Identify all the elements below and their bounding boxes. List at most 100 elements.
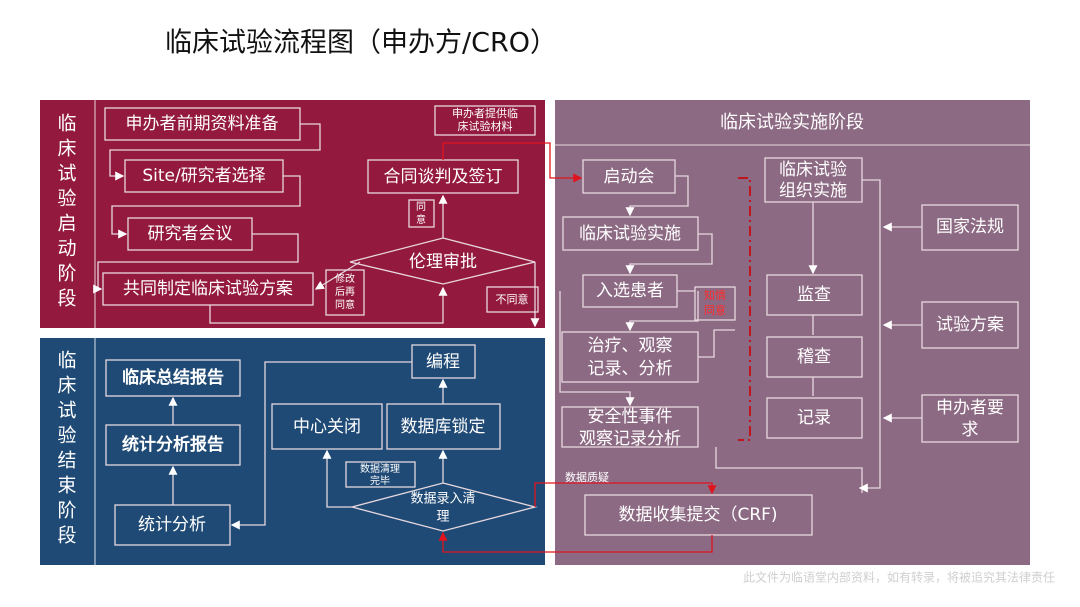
connector — [858, 179, 881, 493]
record-box — [766, 397, 863, 439]
monitoring-label: 监查 — [797, 285, 831, 305]
connector — [625, 175, 689, 217]
svg-text:床: 床 — [57, 138, 76, 160]
stats-label: 统计分析 — [138, 515, 206, 535]
programming-box — [411, 344, 476, 379]
revise-label: 同意 — [335, 298, 355, 311]
data-entry-label: 理 — [436, 510, 449, 525]
connector — [109, 123, 321, 181]
svg-text:验: 验 — [57, 188, 76, 210]
startup-stage-label: 临 床 试 验 启 动 阶 段 — [57, 113, 76, 310]
programming-label: 编程 — [426, 352, 460, 372]
treatment-box — [561, 331, 699, 383]
organize-label: 临床试验 — [779, 160, 847, 180]
data-entry-label: 数据录入清 — [410, 492, 475, 507]
svg-text:动: 动 — [57, 238, 76, 260]
svg-text:结: 结 — [57, 450, 76, 472]
query-label: 数据质疑 — [565, 470, 609, 484]
connector — [314, 261, 361, 290]
enroll-box — [582, 274, 678, 308]
svg-text:启: 启 — [57, 213, 76, 235]
red-bracket — [738, 177, 751, 441]
connector — [559, 291, 635, 407]
stats-report-label: 统计分析报告 — [122, 434, 224, 455]
data-entry-diamond — [349, 482, 538, 532]
disagree-label: 不同意 — [496, 292, 529, 306]
sponsor-prep-label: 申办者前期资料准备 — [126, 114, 279, 134]
svg-text:阶: 阶 — [57, 263, 76, 285]
svg-text:临: 临 — [57, 350, 76, 372]
ethics-diamond — [349, 237, 536, 285]
organize-box — [764, 157, 863, 203]
connector — [93, 233, 299, 294]
sponsor-prep-box — [104, 107, 301, 141]
conduct-box — [562, 216, 699, 251]
cleaning-done-label: 数据清理 — [360, 462, 400, 475]
trial-protocol-label: 试验方案 — [936, 315, 1004, 335]
revise-box — [325, 269, 365, 316]
connector — [209, 286, 448, 324]
treatment-label: 记录、分析 — [588, 359, 673, 379]
investigator-meeting-box — [127, 217, 253, 251]
final-report-label: 临床总结报告 — [122, 367, 224, 388]
trial-protocol-box — [921, 301, 1019, 349]
svg-text:试: 试 — [57, 400, 76, 422]
site-selection-box — [124, 159, 284, 193]
crf-label: 数据收集提交（CRF) — [618, 505, 777, 525]
red-connector — [438, 531, 713, 553]
svg-text:验: 验 — [57, 425, 76, 447]
svg-text:床: 床 — [57, 375, 76, 397]
materials-label: 申办者提供临 — [452, 106, 518, 120]
red-connector — [534, 482, 717, 507]
site-close-label: 中心关闭 — [293, 417, 361, 437]
connector — [625, 233, 713, 275]
db-lock-label: 数据库锁定 — [401, 417, 486, 437]
disagree-box — [486, 286, 539, 313]
svg-text:试: 试 — [57, 163, 76, 185]
sponsor-req-box — [921, 394, 1019, 443]
agree-label: 同 — [416, 201, 426, 213]
protocol-box — [102, 272, 314, 306]
svg-text:临: 临 — [57, 113, 76, 135]
enroll-label: 入选患者 — [596, 281, 664, 301]
connector — [698, 329, 735, 358]
svg-text:段: 段 — [57, 288, 76, 310]
protocol-label: 共同制定临床试验方案 — [123, 279, 293, 299]
consent-label: 知情 — [704, 288, 726, 302]
organize-label: 组织实施 — [779, 181, 847, 201]
execution-header: 临床试验实施阶段 — [720, 112, 864, 133]
regulations-box — [921, 204, 1019, 251]
svg-text:束: 束 — [57, 475, 76, 497]
audit-label: 稽查 — [797, 347, 831, 367]
stats-report-box — [105, 424, 241, 466]
safety-label: 安全性事件 — [588, 407, 673, 427]
safety-box — [561, 406, 699, 448]
agree-box — [408, 199, 435, 228]
safety-label: 观察记录分析 — [579, 429, 681, 449]
monitoring-box — [766, 274, 863, 316]
startup-panel — [40, 100, 545, 328]
closeout-panel — [40, 338, 545, 565]
revise-label: 后再 — [335, 286, 355, 298]
consent-box — [694, 286, 736, 321]
closeout-stage-label: 临 床 试 验 结 束 阶 段 — [57, 350, 76, 547]
svg-text:阶: 阶 — [57, 500, 76, 522]
cleaning-done-label: 完毕 — [370, 474, 390, 487]
record-label: 记录 — [797, 408, 831, 428]
connector — [625, 291, 699, 332]
agree-label: 意 — [416, 213, 426, 226]
connector — [111, 175, 301, 239]
svg-text:段: 段 — [57, 525, 76, 547]
kickoff-box — [582, 159, 676, 194]
ethics-label: 伦理审批 — [409, 252, 477, 272]
investigator-meeting-label: 研究者会议 — [148, 224, 233, 244]
page-title: 临床试验流程图（申办方/CRO） — [165, 28, 557, 59]
connector — [230, 361, 412, 530]
cleaning-done-box — [345, 461, 416, 488]
watermark: 此文件为临语堂内部资料，如有转录，将被追究其法律责任 — [743, 570, 1055, 585]
materials-box — [434, 105, 536, 136]
treatment-label: 治疗、观察 — [588, 336, 673, 356]
site-close-box — [271, 403, 383, 450]
connector — [715, 447, 863, 493]
